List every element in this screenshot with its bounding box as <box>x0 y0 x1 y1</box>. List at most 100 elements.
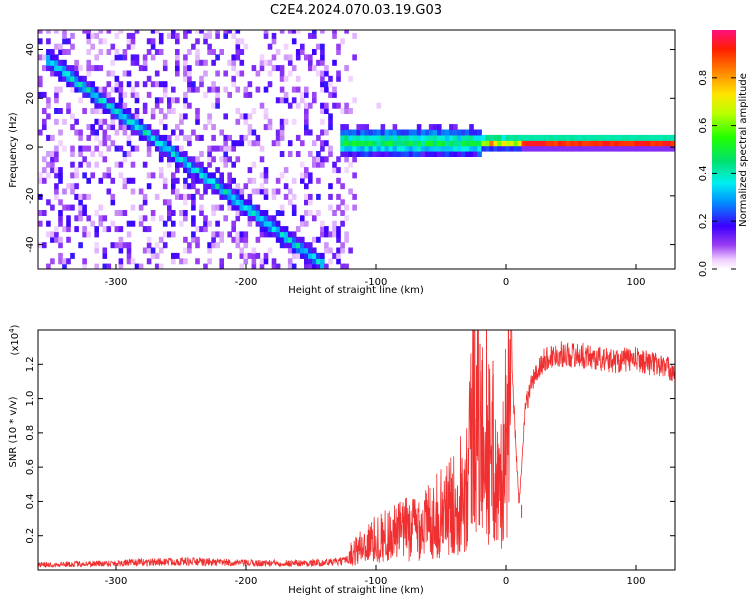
heatmap-cell <box>183 210 188 216</box>
heatmap-cell <box>320 43 325 50</box>
heatmap-cell <box>122 242 128 249</box>
heatmap-cell <box>82 258 87 265</box>
heatmap-cell <box>231 204 236 211</box>
heatmap-cell <box>533 140 539 147</box>
heatmap-cell <box>316 151 321 157</box>
heatmap-cell <box>74 129 79 136</box>
heatmap-cell <box>62 75 67 82</box>
heatmap-cell <box>291 210 297 216</box>
heatmap-cell <box>642 145 648 152</box>
heatmap-cell <box>352 32 357 39</box>
heatmap-cell <box>251 188 257 195</box>
heatmap-cell <box>308 65 313 72</box>
heatmap-cell <box>251 161 257 168</box>
heatmap-cell <box>146 172 152 179</box>
heatmap-cell <box>42 65 47 72</box>
heatmap-cell <box>203 263 208 269</box>
heatmap-cell <box>171 151 176 157</box>
heatmap-cell <box>267 247 273 254</box>
heatmap-cell <box>207 43 212 50</box>
heatmap-cell <box>98 204 104 211</box>
heatmap-cell <box>384 140 390 147</box>
heatmap-cell <box>445 134 450 141</box>
heatmap-cell <box>332 161 337 168</box>
heatmap-cell <box>267 70 273 77</box>
heatmap-cell <box>146 258 152 265</box>
heatmap-cell <box>66 49 71 55</box>
heatmap-cell <box>304 102 309 109</box>
heatmap-cell <box>618 145 623 152</box>
heatmap-cell <box>328 75 333 82</box>
heatmap-cell <box>126 38 132 45</box>
heatmap-cell <box>54 86 59 93</box>
heatmap-cell <box>118 91 124 98</box>
heatmap-cell <box>312 247 317 254</box>
heatmap-cell <box>82 30 87 34</box>
heatmap-cell <box>138 263 144 269</box>
heatmap-cell <box>606 134 611 141</box>
heatmap-cell <box>364 145 369 152</box>
heatmap-cell <box>227 199 232 206</box>
heatmap-cell <box>287 231 293 238</box>
heatmap-cell <box>126 118 132 125</box>
heatmap-cell <box>424 151 430 157</box>
heatmap-cell <box>279 65 285 72</box>
heatmap-cell <box>142 199 148 206</box>
heatmap-cell <box>360 151 365 157</box>
heatmap-cell <box>283 54 289 61</box>
heatmap-cell <box>336 226 341 233</box>
heatmap-cell <box>332 32 337 39</box>
heatmap-cell <box>179 220 184 227</box>
heatmap-cell <box>86 231 91 238</box>
heatmap-cell <box>126 124 132 131</box>
heatmap-cell <box>62 32 67 39</box>
heatmap-cell <box>171 108 176 114</box>
heatmap-cell <box>304 183 309 190</box>
heatmap-cell <box>251 258 257 265</box>
heatmap-cell <box>626 145 631 152</box>
y-tick-label: 0.2 <box>25 528 36 544</box>
heatmap-cell <box>235 204 241 211</box>
heatmap-cell <box>392 129 398 136</box>
heatmap-cell <box>102 129 108 136</box>
heatmap-cell <box>78 215 83 222</box>
heatmap-cell <box>428 124 434 131</box>
heatmap-cell <box>320 102 325 109</box>
heatmap-cell <box>50 70 55 77</box>
heatmap-cell <box>118 81 124 88</box>
heatmap-cell <box>158 156 164 163</box>
heatmap-cell <box>122 70 128 77</box>
heatmap-cell <box>98 97 104 104</box>
heatmap-cell <box>461 134 466 141</box>
heatmap-cell <box>453 129 458 136</box>
heatmap-cell <box>348 129 353 136</box>
heatmap-cell <box>304 108 309 114</box>
heatmap-cell <box>316 161 321 168</box>
heatmap-cell <box>118 113 124 120</box>
heatmap-cell <box>86 124 91 131</box>
heatmap-cell <box>54 156 59 163</box>
heatmap-cell <box>98 151 104 157</box>
heatmap-cell <box>428 134 434 141</box>
heatmap-cell <box>509 134 515 141</box>
heatmap-cell <box>352 193 357 200</box>
heatmap-cell <box>171 188 176 195</box>
heatmap-cell <box>38 129 43 136</box>
heatmap-cell <box>74 65 79 72</box>
heatmap-cell <box>199 193 204 200</box>
heatmap-cell <box>199 75 204 82</box>
heatmap-cell <box>54 183 59 190</box>
heatmap-cell <box>610 134 615 141</box>
heatmap-cell <box>183 258 188 265</box>
heatmap-cell <box>82 145 87 152</box>
heatmap-cell <box>62 263 67 269</box>
heatmap-cell <box>670 134 675 141</box>
heatmap-cell <box>46 59 51 66</box>
heatmap-cell <box>445 151 450 157</box>
heatmap-cell <box>437 129 442 136</box>
heatmap-cell <box>90 91 95 98</box>
heatmap-cell <box>380 129 386 136</box>
heatmap-cell <box>158 32 164 39</box>
heatmap-cell <box>167 204 172 211</box>
heatmap-cell <box>38 242 43 249</box>
